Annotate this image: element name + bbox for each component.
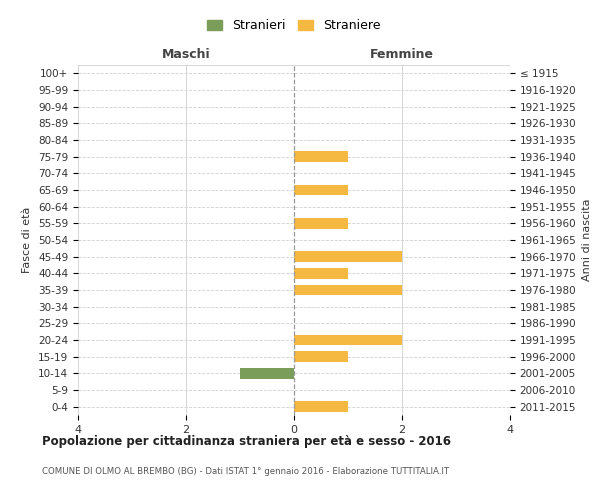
Bar — [294, 351, 348, 362]
Bar — [294, 284, 402, 296]
Text: Femmine: Femmine — [370, 48, 434, 61]
Bar — [294, 218, 348, 228]
Bar — [294, 251, 402, 262]
Text: COMUNE DI OLMO AL BREMBO (BG) - Dati ISTAT 1° gennaio 2016 - Elaborazione TUTTIT: COMUNE DI OLMO AL BREMBO (BG) - Dati IST… — [42, 468, 449, 476]
Bar — [294, 401, 348, 412]
Legend: Stranieri, Straniere: Stranieri, Straniere — [203, 15, 385, 36]
Y-axis label: Fasce di età: Fasce di età — [22, 207, 32, 273]
Y-axis label: Anni di nascita: Anni di nascita — [582, 198, 592, 281]
Bar — [294, 151, 348, 162]
Text: Maschi: Maschi — [161, 48, 211, 61]
Bar — [294, 184, 348, 196]
Bar — [294, 268, 348, 279]
Bar — [240, 368, 294, 379]
Text: Popolazione per cittadinanza straniera per età e sesso - 2016: Popolazione per cittadinanza straniera p… — [42, 435, 451, 448]
Bar — [294, 334, 402, 345]
